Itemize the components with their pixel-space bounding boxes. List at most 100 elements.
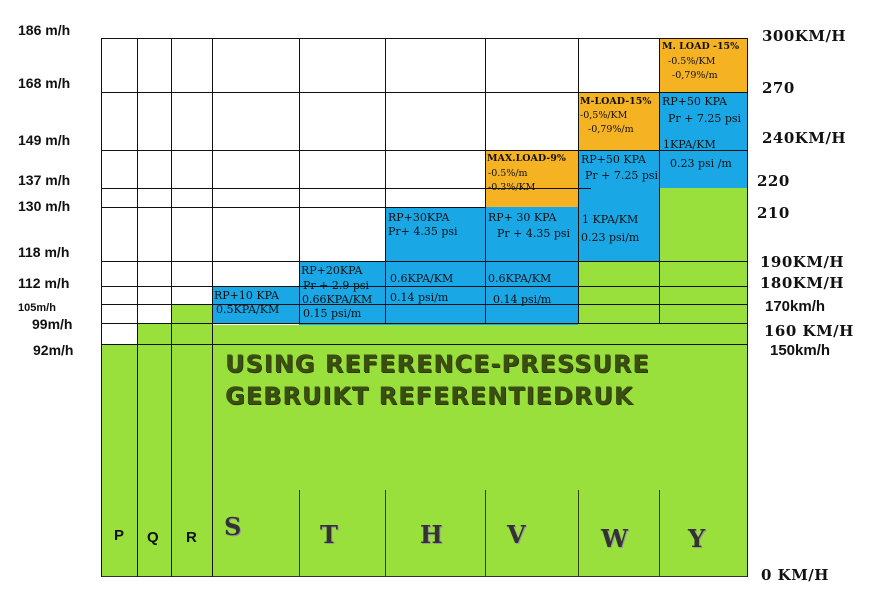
left-label-186: 186 m/h: [18, 22, 71, 38]
left-label-118: 118 m/h: [18, 244, 70, 260]
separator-hv: [485, 490, 486, 576]
t-pressure-text: RP+20KPA: [301, 264, 363, 277]
bar-p: [101, 344, 137, 576]
divider-p: [101, 38, 102, 577]
category-y: Y: [688, 524, 706, 553]
bar-w-upper: [578, 262, 659, 325]
right-label-0: 0 KM/H: [761, 566, 829, 584]
w-psi-text: Pr + 7.25 psi: [585, 169, 659, 182]
category-v: V: [507, 520, 526, 549]
cell-v-load: [485, 150, 578, 207]
category-q: Q: [147, 529, 159, 546]
bar-y-upper: [659, 188, 747, 325]
gridline-118: [101, 261, 747, 262]
v-pressure-text: RP+ 30 KPA: [488, 211, 557, 224]
cell-y-pressure: [659, 92, 747, 188]
gridline-92: [101, 344, 747, 345]
category-h: H: [420, 520, 443, 549]
category-r: R: [186, 529, 197, 546]
w-pressure-text: RP+50 KPA: [581, 153, 646, 166]
category-t: T: [320, 520, 338, 549]
y-psi-text: Pr + 7.25 psi: [668, 112, 742, 125]
bar-q: [137, 324, 171, 576]
h-pressure-text: RP+30KPA: [388, 211, 450, 224]
v-load-text: MAX.LOAD-9%: [487, 153, 566, 164]
divider-t: [299, 38, 300, 324]
separator-wy: [659, 490, 660, 576]
cell-t-pressure: [299, 261, 385, 325]
h-psi-text: Pr+ 4.35 psi: [388, 225, 458, 238]
right-label-180: 180KM/H: [760, 274, 845, 292]
t-rate-psi-text: 0.15 psi/m: [303, 307, 362, 320]
divider-end: [747, 38, 748, 577]
cell-w-load: [578, 92, 659, 150]
y-load-rate-text: -0.5%/KM: [668, 56, 716, 67]
separator-th: [385, 490, 386, 576]
baseline: [101, 576, 747, 577]
right-label-160: 160 KM/H: [764, 322, 854, 340]
category-p: P: [114, 527, 125, 544]
y-pressure-text: RP+50 KPA: [662, 95, 727, 108]
separator-st: [299, 490, 300, 576]
left-label-112: 112 m/h: [18, 275, 70, 291]
divider-v: [485, 38, 486, 324]
separator-vw: [578, 490, 579, 576]
reference-pressure-area: [212, 325, 747, 576]
title-english: USING REFERENCE-PRESSURE: [225, 350, 650, 378]
right-label-150: 150km/h: [770, 342, 831, 359]
cell-v-pressure: [485, 207, 578, 325]
y-load-text: M. LOAD -15%: [662, 41, 740, 52]
cell-y-load: [659, 38, 747, 92]
gridline-149: [101, 150, 747, 151]
h-rate-text: 0.6KPA/KM: [390, 272, 454, 285]
cell-w-pressure: [578, 150, 659, 262]
gridline-112: [101, 286, 747, 287]
left-label-92: 92m/h: [33, 342, 74, 358]
category-s: S: [224, 512, 242, 541]
s-pressure-text: RP+10 KPA: [214, 289, 279, 302]
left-label-105: 105m/h: [18, 302, 56, 314]
gridline-130: [101, 207, 486, 208]
right-label-220: 220: [757, 172, 790, 190]
left-label-130: 130 m/h: [18, 198, 71, 214]
divider-w: [578, 38, 579, 324]
divider-y: [659, 38, 660, 324]
right-label-190: 190KM/H: [760, 253, 845, 271]
divider-h: [385, 38, 386, 324]
divider-s: [212, 38, 213, 577]
right-label-170: 170km/h: [765, 298, 826, 315]
gridline-168: [101, 92, 747, 93]
h-rate-psi-text: 0.14 psi/m: [390, 291, 449, 304]
y-rate-text: 1KPA/KM: [663, 138, 716, 151]
s-rate-text: 0.5KPA/KM: [216, 303, 280, 316]
t-rate-text: 0.66KPA/KM: [302, 293, 373, 306]
right-label-240: 240KM/H: [762, 129, 847, 147]
title-dutch: GEBRUIKT REFERENTIEDRUK: [225, 382, 634, 410]
left-label-99: 99m/h: [32, 316, 73, 332]
gridline-186: [101, 38, 747, 39]
y-rate-psi-text: 0.23 psi /m: [670, 157, 732, 170]
v-load-rate-km-text: -0.3%/KM: [488, 182, 536, 193]
left-label-168: 168 m/h: [18, 75, 71, 91]
t-psi-text: Pr + 2.9 psi: [303, 279, 370, 292]
right-label-210: 210: [757, 204, 790, 222]
gridline-105: [101, 304, 747, 305]
v-rate-text: 0.6KPA/KM: [488, 272, 552, 285]
gridline-99: [101, 323, 747, 324]
divider-r: [171, 38, 172, 577]
right-label-270: 270: [762, 79, 795, 97]
v-rate-psi-text: 0.14 psi/m: [493, 293, 552, 306]
category-w: W: [601, 524, 628, 553]
w-load-rate-text: -0,5%/KM: [580, 110, 628, 121]
cell-h-pressure: [385, 207, 485, 325]
w-rate-psi-text: 0.23 psi/m: [581, 231, 640, 244]
gridline-137: [101, 188, 591, 189]
left-label-137: 137 m/h: [18, 172, 71, 188]
right-label-300: 300KM/H: [762, 27, 847, 45]
v-load-rate-text: -0.5%/m: [488, 168, 528, 179]
bar-r: [171, 304, 212, 576]
w-rate-text: 1 KPA/KM: [582, 213, 639, 226]
left-label-149: 149 m/h: [18, 132, 71, 148]
w-load-text: M-LOAD-15%: [580, 96, 652, 107]
